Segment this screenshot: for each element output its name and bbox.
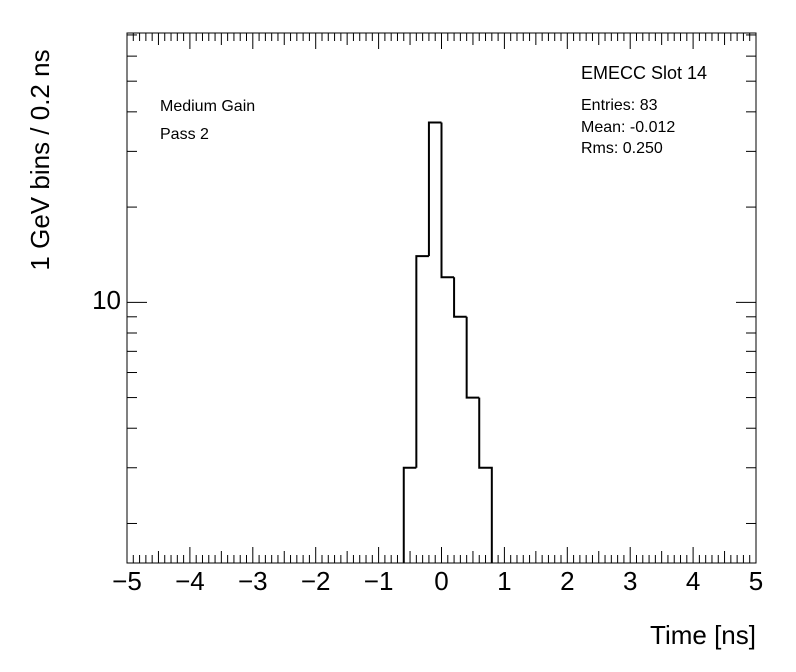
histogram-bin (427, 121, 442, 257)
y-tick-label: 10 (92, 285, 121, 315)
x-tick-label: −2 (301, 566, 331, 596)
x-tick-label: 2 (560, 566, 574, 596)
histogram-bin (415, 255, 429, 468)
stats-entry: Rms: 0.250 (581, 140, 663, 157)
x-tick-label: −5 (112, 566, 142, 596)
x-tick-label: −3 (238, 566, 268, 596)
stats-title: EMECC Slot 14 (581, 63, 707, 83)
histogram-bin (453, 277, 467, 318)
x-tick-label: 4 (686, 566, 700, 596)
x-tick-label: 1 (497, 566, 511, 596)
x-tick-label: −4 (175, 566, 205, 596)
y-axis-label: 1 GeV bins / 0.2 ns (25, 49, 55, 270)
histogram-bin (465, 316, 480, 399)
stats-entry: Mean: -0.012 (581, 119, 675, 136)
x-tick-label: 5 (749, 566, 763, 596)
histogram-bin (402, 466, 417, 563)
x-tick-label: 3 (623, 566, 637, 596)
stats-entry: Entries: 83 (581, 97, 658, 114)
histogram-bin (440, 122, 455, 279)
histogram-bin (478, 397, 493, 563)
x-tick-label: 0 (434, 566, 448, 596)
x-axis-label: Time [ns] (650, 620, 756, 650)
annotation: Pass 2 (160, 126, 209, 143)
x-tick-label: −1 (364, 566, 394, 596)
annotation: Medium Gain (160, 98, 255, 115)
